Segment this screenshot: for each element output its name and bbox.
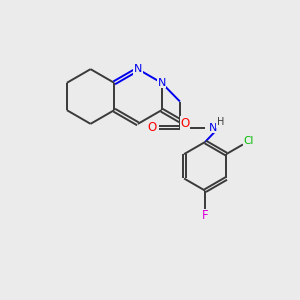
Text: O: O (147, 121, 157, 134)
Text: F: F (202, 209, 208, 222)
Text: H: H (217, 117, 224, 127)
Text: N: N (208, 123, 217, 133)
Text: N: N (134, 64, 142, 74)
Text: N: N (158, 78, 166, 88)
Text: O: O (180, 117, 189, 130)
Text: Cl: Cl (244, 136, 254, 146)
